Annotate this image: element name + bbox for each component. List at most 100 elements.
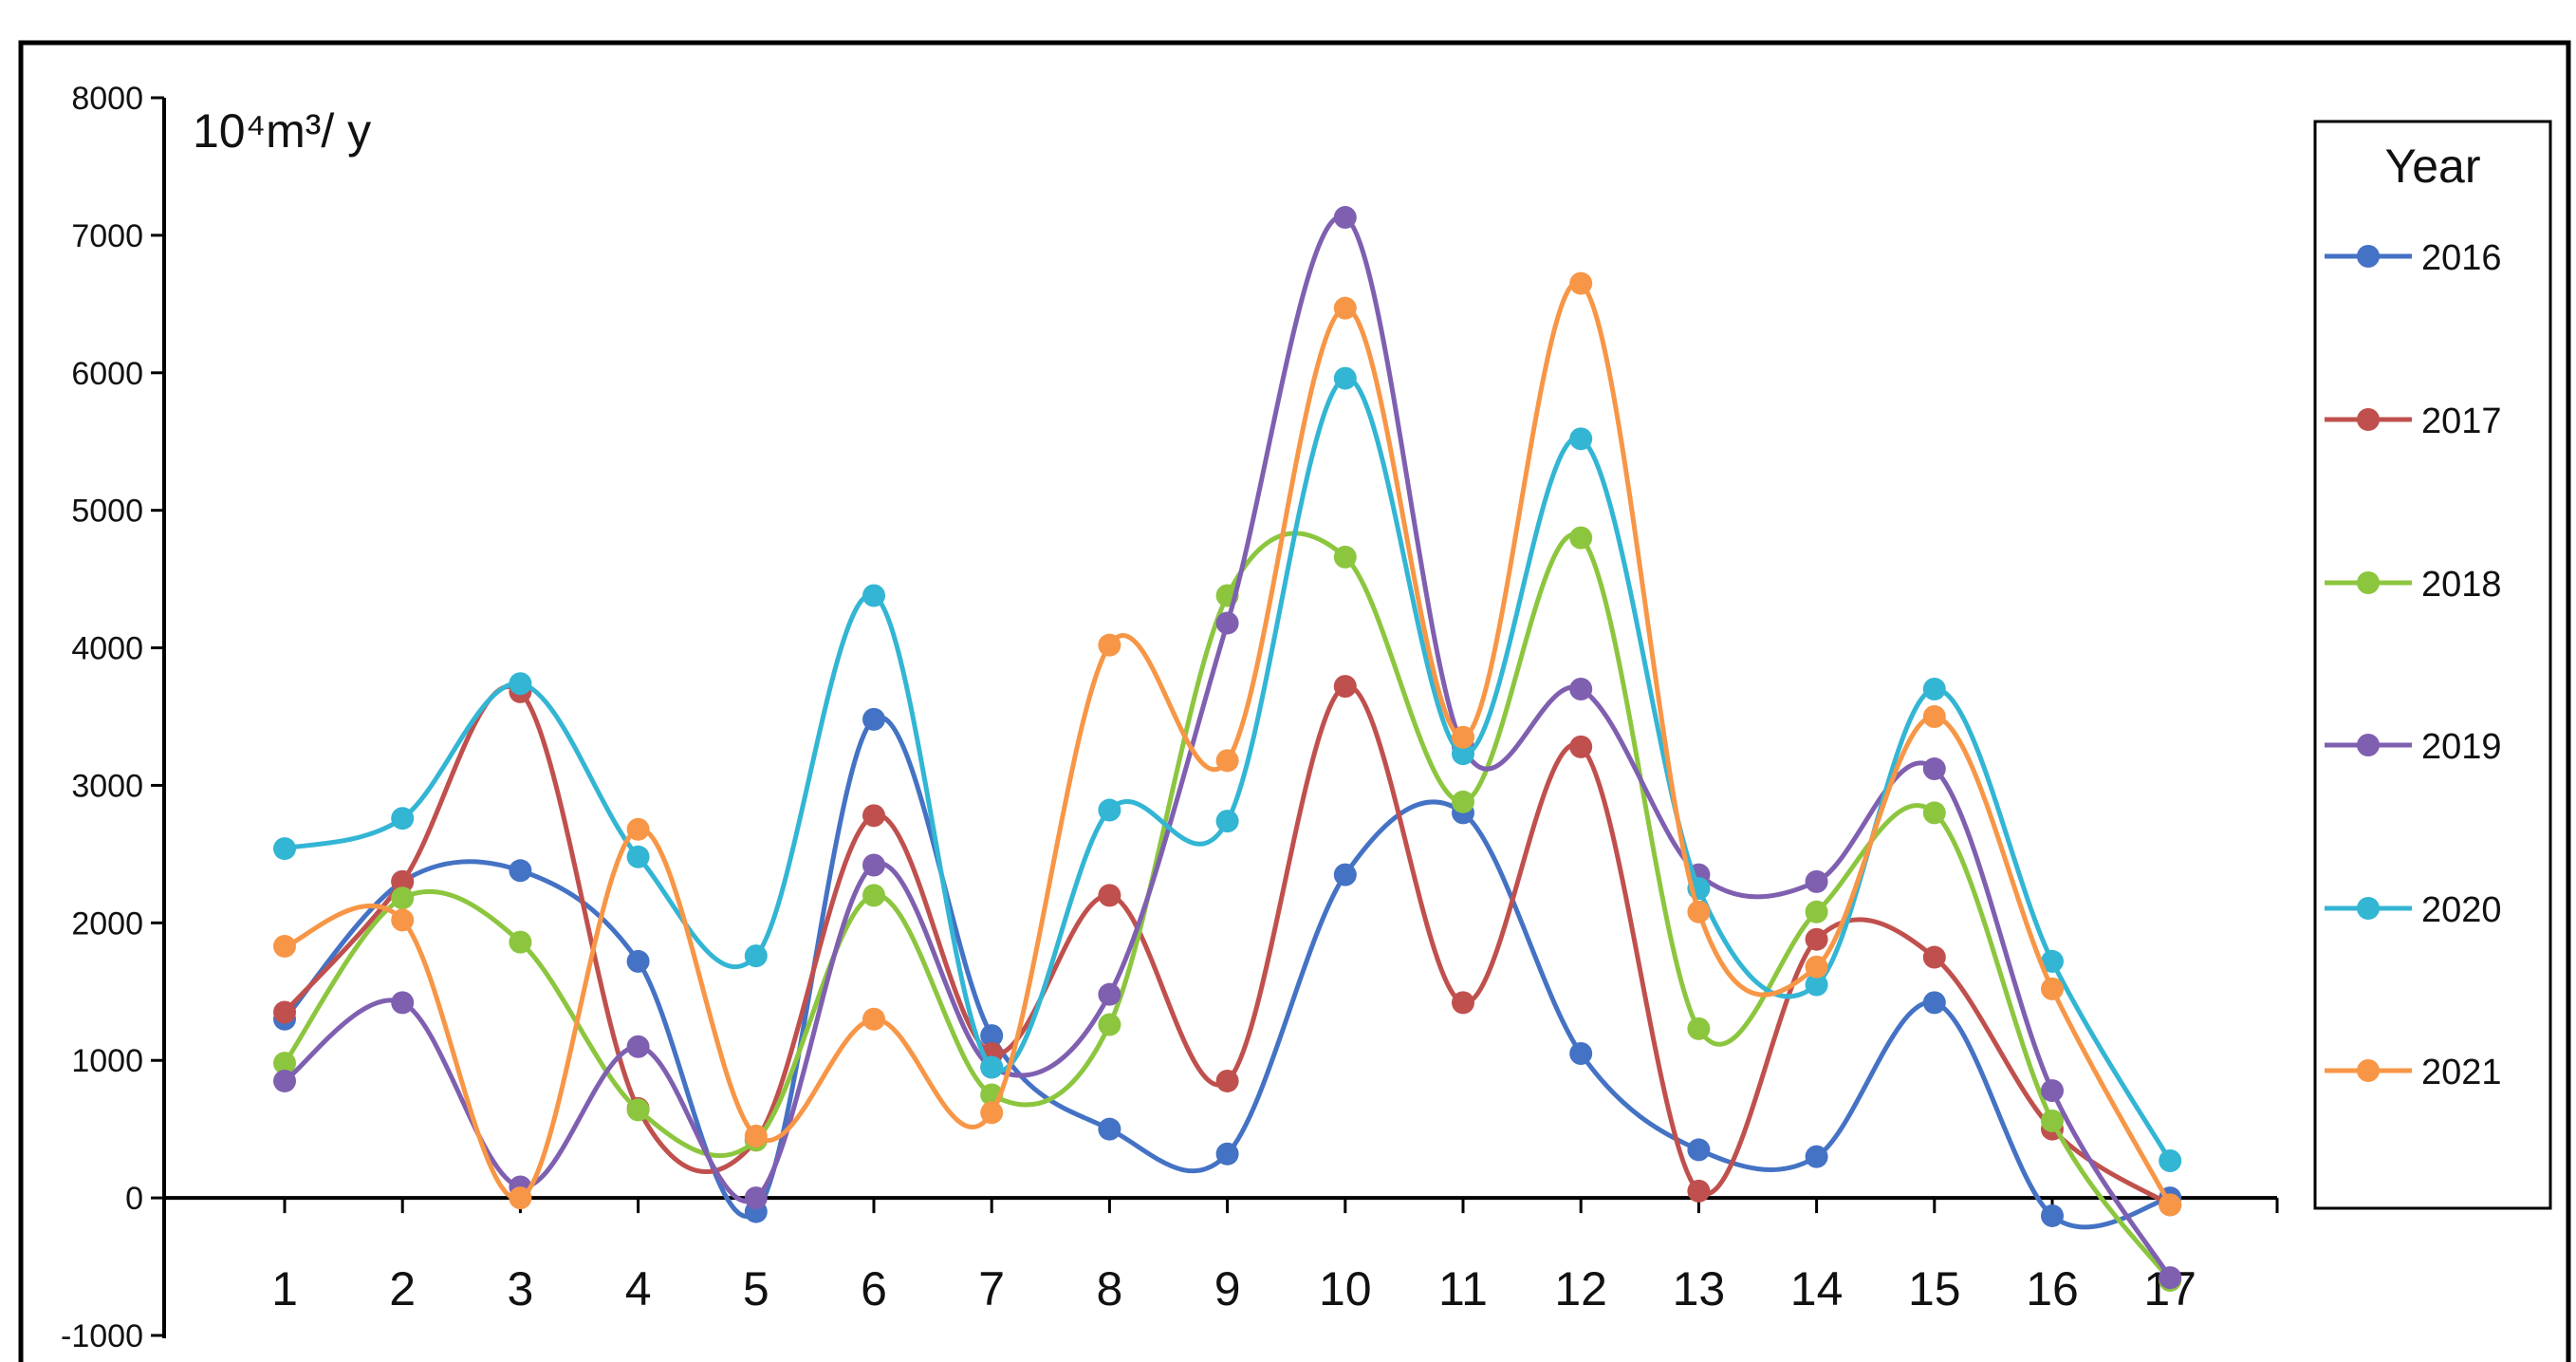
x-tick-label: 2 — [389, 1262, 416, 1315]
y-tick-label: 6000 — [71, 356, 143, 392]
data-point-2021 — [1805, 955, 1828, 979]
legend-marker-2016 — [2357, 245, 2380, 268]
data-point-2016 — [626, 949, 650, 973]
data-point-2021 — [1098, 633, 1121, 657]
data-point-2018 — [1569, 526, 1593, 550]
data-point-2020 — [2159, 1148, 2182, 1172]
data-point-2020 — [744, 944, 768, 968]
data-point-2020 — [1452, 742, 1474, 766]
legend-marker-2021 — [2357, 1059, 2380, 1082]
data-point-2021 — [862, 1007, 885, 1031]
legend-marker-2018 — [2357, 571, 2380, 594]
data-point-2021 — [1452, 725, 1474, 749]
data-point-2018 — [1805, 900, 1828, 924]
y-tick-label: 1000 — [71, 1043, 143, 1079]
data-point-2016 — [509, 859, 532, 883]
legend-label-2019: 2019 — [2421, 727, 2502, 767]
y-tick-label: 0 — [125, 1181, 143, 1217]
x-tick-label: 8 — [1096, 1262, 1122, 1315]
data-point-2017 — [1805, 927, 1828, 951]
data-point-2016 — [2041, 1203, 2064, 1227]
data-point-2020 — [1215, 810, 1239, 833]
data-point-2018 — [1922, 801, 1946, 825]
legend-marker-2019 — [2357, 734, 2380, 756]
data-point-2020 — [273, 837, 296, 861]
data-point-2019 — [1333, 206, 1357, 230]
data-point-2017 — [1687, 1179, 1711, 1203]
data-point-2021 — [744, 1124, 768, 1147]
data-point-2019 — [1805, 869, 1828, 893]
x-tick-label: 13 — [1673, 1262, 1726, 1315]
x-tick-label: 4 — [625, 1262, 652, 1315]
x-tick-label: 9 — [1214, 1262, 1241, 1315]
data-point-2019 — [2159, 1266, 2182, 1290]
y-tick-label: 7000 — [71, 218, 143, 254]
data-point-2021 — [391, 908, 415, 932]
x-tick-label: 16 — [2026, 1262, 2079, 1315]
data-point-2018 — [862, 884, 885, 907]
data-point-2020 — [1805, 973, 1828, 997]
data-point-2021 — [1922, 705, 1946, 728]
data-point-2016 — [1805, 1145, 1828, 1168]
data-point-2019 — [2041, 1079, 2064, 1103]
data-point-2016 — [1215, 1142, 1239, 1166]
series-2018 — [273, 526, 2182, 1293]
series-2019 — [273, 206, 2182, 1290]
series-line-2021 — [284, 279, 2173, 1206]
data-point-2021 — [273, 934, 296, 958]
data-point-2021 — [1215, 749, 1239, 773]
data-point-2017 — [391, 869, 415, 893]
data-point-2017 — [1333, 675, 1357, 699]
data-point-2017 — [1569, 735, 1593, 758]
data-point-2020 — [509, 672, 532, 696]
legend-marker-2020 — [2357, 897, 2380, 920]
x-tick-label: 11 — [1438, 1262, 1488, 1315]
x-tick-label: 1 — [271, 1262, 298, 1315]
unit-label: 10⁴m³/ y — [193, 104, 371, 158]
data-point-2020 — [1569, 427, 1593, 451]
data-point-2019 — [391, 991, 415, 1015]
legend-label-2017: 2017 — [2421, 401, 2502, 441]
x-tick-label: 7 — [978, 1262, 1005, 1315]
y-tick-label: 4000 — [71, 631, 143, 667]
y-tick-label: 5000 — [71, 494, 143, 530]
series-line-2018 — [282, 531, 2173, 1282]
chart-frame — [18, 40, 2571, 1362]
data-point-2020 — [1333, 366, 1357, 390]
data-point-2018 — [1333, 545, 1357, 569]
data-point-2018 — [509, 930, 532, 954]
legend-title: Year — [2384, 140, 2480, 193]
legend-label-2016: 2016 — [2421, 238, 2502, 278]
data-point-2020 — [862, 584, 885, 607]
data-point-2016 — [1922, 991, 1946, 1015]
x-tick-label: 6 — [861, 1262, 887, 1315]
legend-marker-2017 — [2357, 408, 2380, 431]
series-line-2017 — [283, 683, 2172, 1207]
data-point-2017 — [1452, 991, 1474, 1015]
data-point-2021 — [2041, 977, 2064, 1000]
data-point-2018 — [1098, 1013, 1121, 1036]
data-point-2016 — [862, 707, 885, 731]
data-point-2019 — [862, 853, 885, 877]
data-point-2020 — [1098, 798, 1121, 822]
data-point-2018 — [273, 1052, 296, 1075]
legend-label-2018: 2018 — [2421, 565, 2502, 605]
data-point-2016 — [1569, 1041, 1593, 1065]
data-point-2019 — [1922, 757, 1946, 781]
data-point-2019 — [1569, 678, 1593, 701]
series-line-2019 — [283, 214, 2173, 1279]
data-point-2021 — [1687, 900, 1711, 924]
data-point-2016 — [1687, 1138, 1711, 1162]
data-point-2021 — [626, 817, 650, 841]
data-point-2020 — [980, 1055, 1004, 1079]
data-point-2018 — [1687, 1017, 1711, 1040]
y-tick-label: 2000 — [71, 905, 143, 942]
data-point-2017 — [862, 804, 885, 828]
x-tick-label: 12 — [1554, 1262, 1607, 1315]
legend: Year 2016 2017 2018 2019 2020 2021 — [2313, 120, 2552, 1210]
data-point-2017 — [1922, 945, 1946, 969]
x-tick-label: 3 — [507, 1262, 533, 1315]
data-point-2018 — [626, 1098, 650, 1122]
